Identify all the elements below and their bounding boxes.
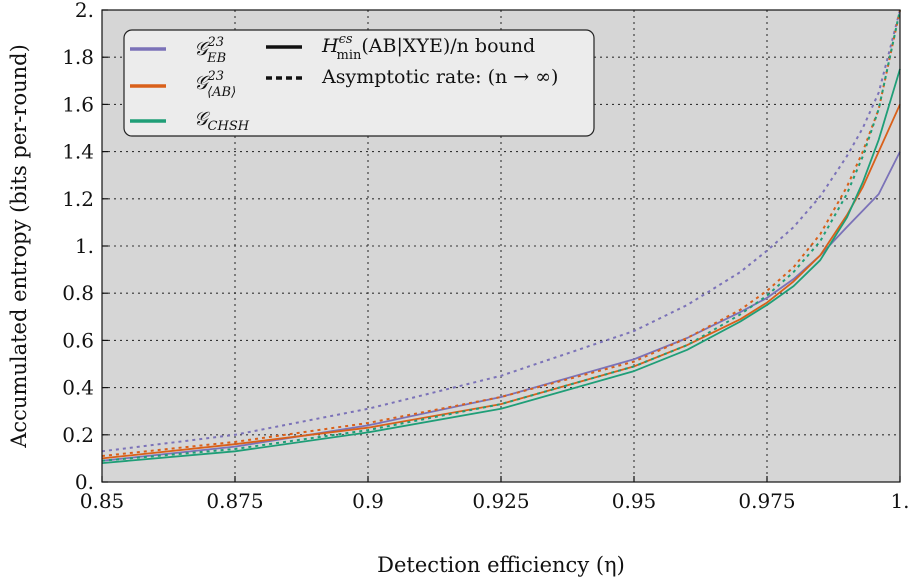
y-tick-label: 0.6 (62, 328, 94, 352)
y-tick-label: 0. (75, 470, 94, 494)
legend-label-dashed: Asymptotic rate: (n → ∞) (321, 66, 558, 88)
legend-label-ab: 𝒢23 ⟨AB⟩ (194, 69, 236, 100)
y-tick-label: 0.8 (62, 281, 94, 305)
x-tick-label: 1. (890, 489, 909, 513)
x-axis-label: Detection efficiency (η) (377, 553, 625, 577)
legend-box (123, 29, 595, 137)
series-layer (101, 9, 901, 464)
series-line-chsh-solid (101, 68, 901, 464)
y-tick-label: 2. (75, 0, 94, 22)
legend-label-eb: 𝒢23 EB (194, 35, 226, 66)
y-tick-label: 0.2 (62, 423, 94, 447)
series-line-eb-dashed (101, 9, 901, 453)
series-line-ab-solid (101, 104, 901, 460)
y-tick-label: 1.2 (62, 187, 94, 211)
legend-label-solid: Hϵs min(AB|XYE)/n bound (321, 32, 535, 63)
x-tick-label: 0.9 (352, 489, 384, 513)
x-tick-label: 0.875 (206, 489, 263, 513)
y-tick-label: 1.8 (62, 45, 94, 69)
legend-label-chsh: 𝒢CHSH (194, 108, 250, 134)
y-axis: 0. 0.2 0.4 0.6 0.8 1. 1.2 1.4 1.6 1.8 2. (62, 0, 108, 494)
y-tick-label: 1. (75, 234, 94, 258)
series-line-ab-dashed (101, 9, 901, 457)
y-tick-label: 1.6 (62, 92, 94, 116)
y-axis-label: Accumulated entropy (bits per-round) (7, 44, 31, 449)
y-tick-label: 1.4 (62, 140, 94, 164)
series-line-eb-solid (101, 151, 901, 462)
legend: 𝒢23 EB 𝒢23 ⟨AB⟩ 𝒢CHSH Hϵs min(AB|XYE)/n bou… (123, 29, 595, 137)
x-tick-label: 0.925 (472, 489, 529, 513)
x-tick-label: 0.95 (612, 489, 657, 513)
x-tick-label: 0.975 (738, 489, 795, 513)
x-axis: 0.85 0.875 0.9 0.925 0.95 0.975 1. (80, 476, 910, 513)
x-tick-label: 0.85 (80, 489, 125, 513)
y-tick-label: 0.4 (62, 376, 94, 400)
